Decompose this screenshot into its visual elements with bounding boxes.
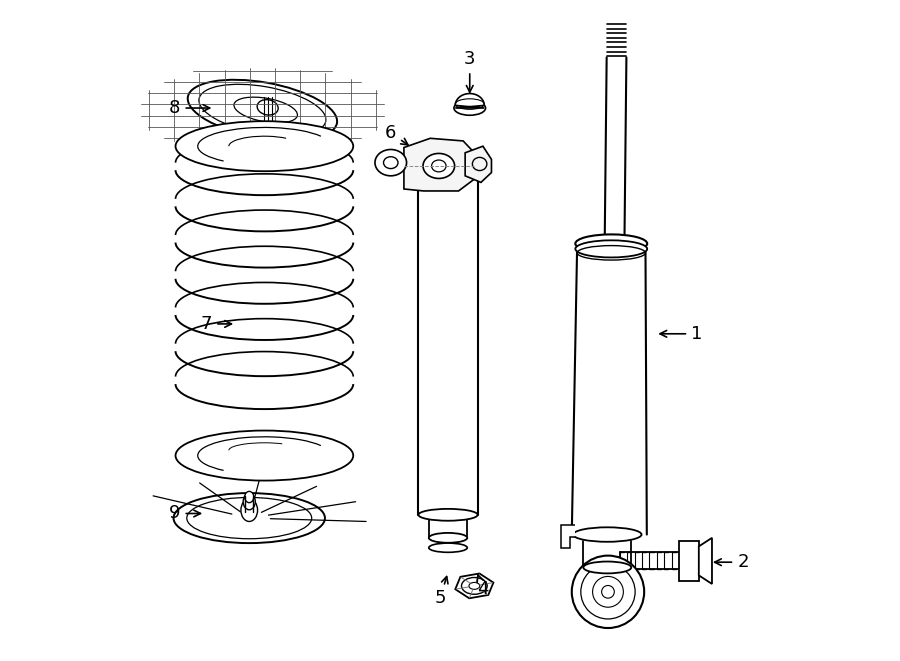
Text: 1: 1 [660, 325, 703, 343]
Text: 4: 4 [477, 574, 489, 598]
Ellipse shape [428, 533, 467, 543]
Ellipse shape [241, 499, 257, 522]
Ellipse shape [174, 493, 325, 543]
Polygon shape [561, 525, 575, 548]
Polygon shape [455, 574, 493, 598]
Ellipse shape [573, 527, 642, 542]
Ellipse shape [188, 80, 338, 140]
Text: 7: 7 [201, 315, 231, 333]
Polygon shape [698, 538, 712, 584]
Ellipse shape [423, 153, 454, 178]
Ellipse shape [418, 163, 478, 176]
Text: 6: 6 [385, 124, 408, 145]
Polygon shape [465, 146, 491, 182]
Ellipse shape [375, 149, 407, 176]
Text: 8: 8 [169, 99, 210, 117]
Ellipse shape [176, 430, 353, 481]
Ellipse shape [257, 100, 278, 115]
Ellipse shape [583, 562, 631, 573]
Polygon shape [680, 541, 698, 580]
Ellipse shape [418, 156, 478, 169]
Text: 2: 2 [715, 553, 749, 571]
Ellipse shape [575, 241, 647, 257]
Polygon shape [404, 138, 474, 191]
Polygon shape [455, 94, 484, 108]
Ellipse shape [176, 121, 353, 171]
Ellipse shape [454, 100, 485, 115]
Ellipse shape [428, 543, 467, 553]
Ellipse shape [572, 556, 644, 628]
Text: 5: 5 [435, 576, 448, 607]
Ellipse shape [575, 235, 647, 253]
Ellipse shape [242, 141, 276, 157]
Ellipse shape [245, 491, 254, 502]
Ellipse shape [437, 154, 458, 162]
Text: 3: 3 [464, 50, 475, 92]
Text: 9: 9 [169, 504, 201, 522]
Ellipse shape [243, 494, 256, 510]
Ellipse shape [418, 509, 478, 521]
Ellipse shape [237, 132, 282, 152]
